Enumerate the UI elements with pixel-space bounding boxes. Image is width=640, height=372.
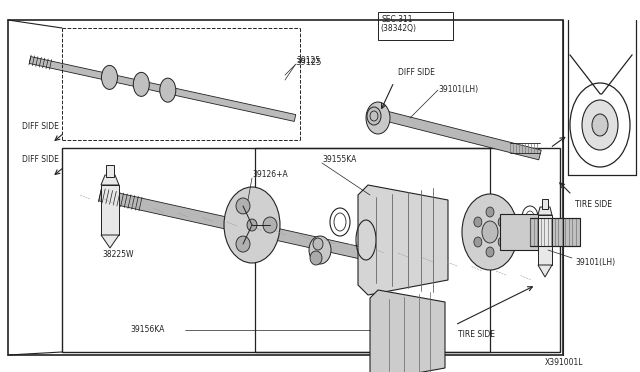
Polygon shape [101, 235, 119, 248]
Ellipse shape [102, 65, 118, 89]
Ellipse shape [133, 73, 149, 96]
Ellipse shape [366, 102, 390, 134]
Polygon shape [370, 290, 445, 372]
Text: X391001L: X391001L [545, 358, 584, 367]
Text: TIRE SIDE: TIRE SIDE [458, 330, 495, 339]
Ellipse shape [486, 247, 494, 257]
Ellipse shape [592, 114, 608, 136]
Ellipse shape [310, 251, 322, 265]
Ellipse shape [582, 100, 618, 150]
Text: 39126+A: 39126+A [252, 170, 288, 179]
Ellipse shape [236, 236, 250, 252]
Ellipse shape [309, 236, 331, 264]
Polygon shape [99, 189, 371, 261]
Polygon shape [101, 175, 119, 185]
Polygon shape [530, 218, 580, 246]
Ellipse shape [462, 194, 518, 270]
Text: 39155KA: 39155KA [322, 155, 356, 164]
Ellipse shape [263, 217, 277, 233]
Ellipse shape [474, 237, 482, 247]
Bar [378, 12, 453, 40]
Text: DIFF SIDE: DIFF SIDE [22, 122, 59, 131]
Ellipse shape [367, 107, 381, 125]
Text: TIRE SIDE: TIRE SIDE [575, 200, 612, 209]
Ellipse shape [313, 238, 323, 250]
Text: 38225W: 38225W [102, 250, 134, 259]
Text: SEC.311: SEC.311 [382, 15, 413, 24]
Text: 39101(LH): 39101(LH) [575, 258, 615, 267]
Text: 39156KA: 39156KA [130, 325, 164, 334]
Ellipse shape [482, 221, 498, 243]
Polygon shape [538, 207, 552, 215]
Bar [62, 148, 560, 352]
Ellipse shape [498, 237, 506, 247]
Bar [106, 165, 114, 177]
Ellipse shape [247, 219, 257, 231]
Ellipse shape [236, 198, 250, 214]
Text: DIFF SIDE: DIFF SIDE [398, 68, 435, 77]
Bar [8, 20, 563, 355]
Text: 39125: 39125 [295, 58, 321, 67]
Bar [542, 199, 548, 209]
Ellipse shape [486, 207, 494, 217]
Polygon shape [358, 185, 448, 295]
Ellipse shape [160, 78, 176, 102]
Bar [255, 148, 490, 352]
Text: 39101(LH): 39101(LH) [438, 85, 478, 94]
Ellipse shape [474, 217, 482, 227]
Polygon shape [101, 185, 119, 235]
Text: DIFF SIDE: DIFF SIDE [22, 155, 59, 164]
Polygon shape [538, 215, 552, 265]
Bar [500, 214, 542, 250]
Polygon shape [369, 107, 541, 160]
Polygon shape [29, 57, 296, 121]
Polygon shape [538, 265, 552, 277]
Ellipse shape [224, 187, 280, 263]
Text: (38342Q): (38342Q) [380, 24, 416, 33]
Ellipse shape [498, 217, 506, 227]
Text: 39125: 39125 [296, 56, 320, 65]
